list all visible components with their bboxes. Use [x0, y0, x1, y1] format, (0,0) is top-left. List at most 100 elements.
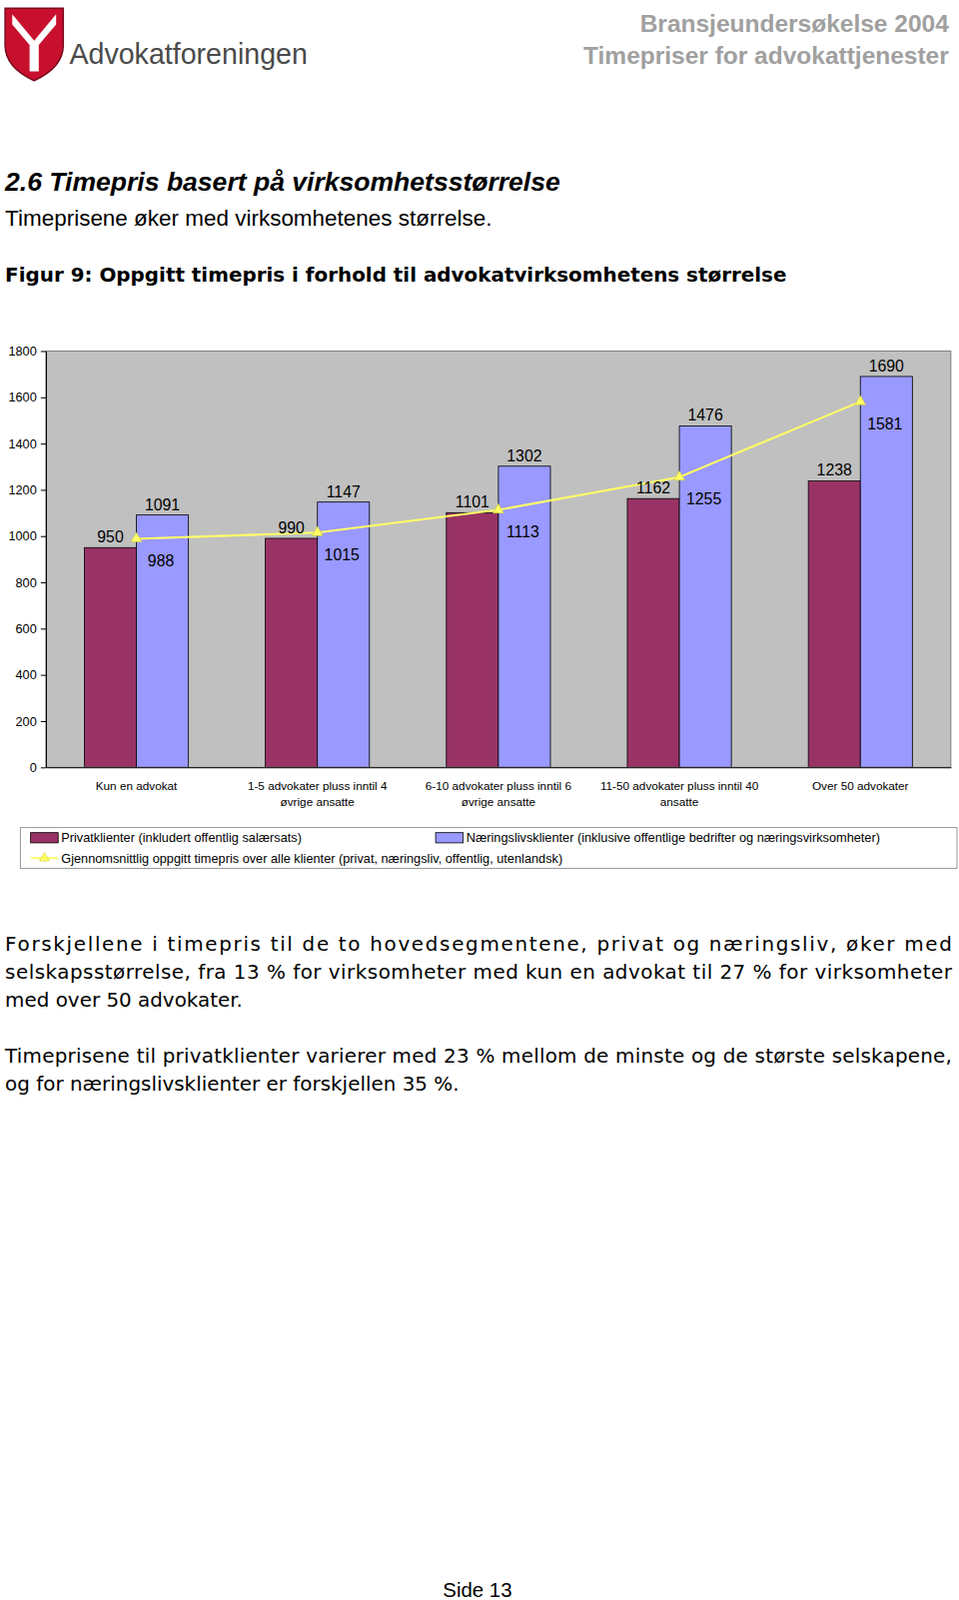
- tick: 1600: [7, 389, 46, 405]
- tick-label: 11-50 advokater pluss inntil 40ansatte: [600, 779, 760, 809]
- bar: [446, 512, 499, 768]
- tick: 1800: [7, 343, 46, 359]
- tick-label: 6-10 advokater pluss inntil 6øvrige ansa…: [425, 779, 573, 809]
- report-subtitle: Timepriser for advokattjenester: [583, 41, 950, 69]
- bar: [83, 547, 136, 768]
- data-label: 1147: [326, 483, 361, 501]
- tick-label: 1600: [7, 389, 36, 405]
- tick-label: 400: [14, 667, 36, 683]
- data-label: 990: [277, 519, 305, 537]
- tick-mark: [40, 628, 46, 630]
- tick-mark: [40, 721, 46, 723]
- marker: [311, 526, 323, 536]
- tick-label: 800: [14, 575, 36, 591]
- data-label: 1255: [686, 490, 722, 508]
- legend-box: [19, 828, 958, 870]
- logo-emblem: [11, 13, 56, 71]
- tick-mark: [40, 489, 46, 491]
- bar: [498, 466, 551, 769]
- tick-label: 200: [14, 714, 36, 730]
- data-label: 988: [147, 552, 175, 570]
- tick-mark: [40, 675, 46, 677]
- paragraph-line: Forskjellene i timepris til de to hoveds…: [4, 933, 953, 957]
- logo: [4, 7, 63, 81]
- legend-label: Næringslivsklienter (inklusive offentlig…: [466, 830, 881, 846]
- tick-label: 1200: [7, 482, 36, 498]
- bar: [265, 538, 318, 768]
- marker: [855, 395, 867, 405]
- tick-mark: [40, 397, 46, 399]
- tick-mark: [40, 443, 46, 445]
- paragraph-line: selskapsstørrelse, fra 13 % for virksomh…: [4, 960, 954, 984]
- tick: 6-10 advokater pluss inntil 6øvrige ansa…: [425, 779, 573, 809]
- data-label: 1690: [869, 357, 905, 375]
- data-label: 1238: [817, 461, 853, 479]
- bar: [136, 515, 189, 769]
- report-title: Bransjeundersøkelse 2004: [640, 9, 950, 37]
- legend: Privatklienter (inkludert offentlig salæ…: [19, 828, 958, 870]
- tick: Over 50 advokater: [812, 779, 910, 793]
- marker: [130, 532, 142, 542]
- tick: Kun en advokat: [95, 779, 178, 793]
- tick-mark: [40, 536, 46, 538]
- legend-swatch: [435, 833, 464, 844]
- tick-label: 0: [29, 760, 37, 776]
- tick: 400: [14, 667, 45, 683]
- legend-swatch: [39, 853, 50, 863]
- legend-swatch: [30, 833, 59, 844]
- tick: 1000: [7, 528, 46, 544]
- line: [136, 401, 862, 539]
- tick-mark: [40, 582, 46, 584]
- tick-mark: [40, 767, 46, 769]
- data-label: 1101: [455, 493, 490, 511]
- tick: 1200: [7, 482, 46, 498]
- chart-title: Figur 9: Oppgitt timepris i forhold til …: [4, 263, 787, 287]
- marker: [493, 503, 505, 513]
- data-label: 950: [96, 528, 124, 546]
- data-label: 1091: [144, 496, 180, 514]
- tick-label: 1800: [7, 343, 36, 359]
- bar: [808, 481, 861, 769]
- tick: 0: [29, 760, 46, 776]
- tick-label: Kun en advokat: [95, 779, 178, 793]
- tick-label: 1-5 advokater pluss inntil 4øvrige ansat…: [247, 779, 388, 809]
- tick: 200: [14, 714, 45, 730]
- tick: 1-5 advokater pluss inntil 4øvrige ansat…: [247, 779, 388, 809]
- tick-label: 600: [14, 621, 36, 637]
- x-axis: Kun en advokat 1-5 advokater pluss inntil…: [45, 768, 952, 809]
- organization: Advokatforeningen: [68, 37, 307, 70]
- paragraph-line: med over 50 advokater.: [4, 988, 243, 1012]
- tick: 1400: [7, 436, 46, 452]
- tick: 11-50 advokater pluss inntil 40ansatte: [600, 779, 760, 809]
- axis-line: [45, 351, 47, 769]
- bar: [627, 498, 680, 768]
- legend-label: Privatklienter (inkludert offentlig salæ…: [60, 830, 302, 846]
- tick-label: Over 50 advokater: [812, 779, 910, 793]
- bar: [679, 425, 732, 768]
- marker: [674, 470, 686, 480]
- tick: 600: [14, 621, 45, 637]
- plot-frame: [45, 350, 952, 768]
- y-axis: 0 200 400 600 800 1000 1200 1400 1600 1800: [7, 343, 46, 776]
- data-label: 1162: [636, 479, 671, 497]
- marks: [83, 376, 913, 768]
- axis-line: [45, 767, 952, 769]
- data-label: 1581: [867, 415, 903, 433]
- logo-shield: [4, 7, 63, 81]
- data-label: 1476: [688, 406, 724, 424]
- plot-background: [45, 350, 952, 768]
- tick-label: 1400: [7, 436, 36, 452]
- paragraph-line: Timeprisene til privatklienter varierer …: [3, 1044, 953, 1068]
- bar: [860, 376, 913, 768]
- data-label: 1113: [506, 523, 540, 541]
- page: Advokatforeningen Bransjeundersøkelse 200…: [0, 0, 959, 1600]
- bar: [317, 502, 370, 769]
- paragraph-line: og for næringslivsklienter er forskjelle…: [4, 1072, 459, 1096]
- data-label: 1302: [506, 447, 542, 465]
- tick-label: 1000: [7, 528, 36, 544]
- tick: 800: [14, 575, 45, 591]
- page-number: Side 13: [442, 1579, 512, 1600]
- section-title: 2.6 Timepris basert på virksomhetsstørre…: [3, 166, 561, 197]
- tick-mark: [40, 350, 46, 352]
- section-subtitle: Timeprisene øker med virksomhetenes stør…: [4, 205, 492, 231]
